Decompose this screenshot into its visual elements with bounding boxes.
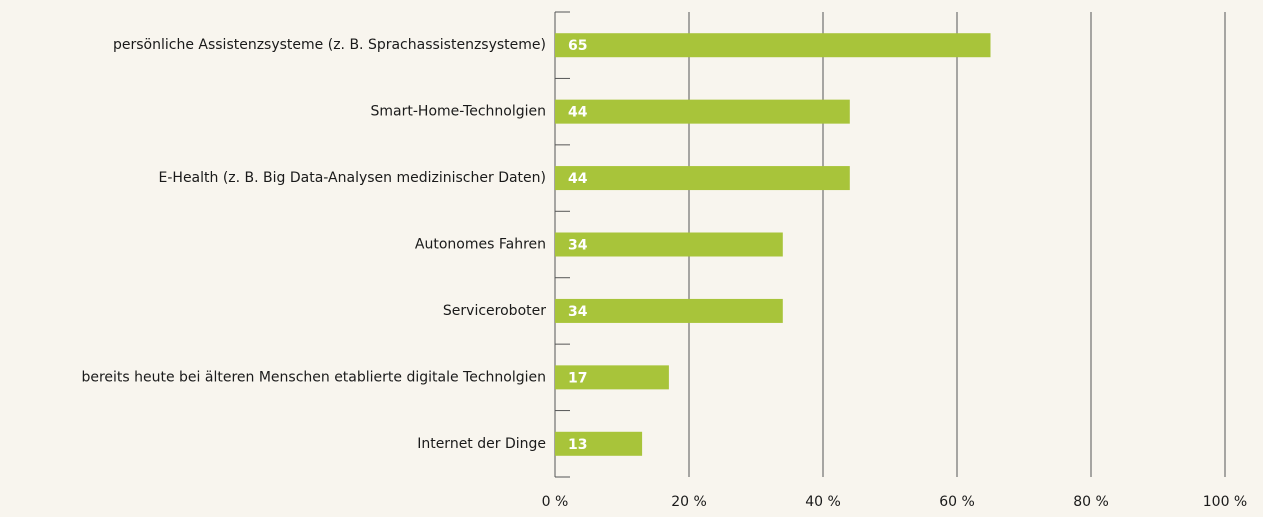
y-tick-label: Internet der Dinge: [417, 436, 546, 452]
y-tick-label: E-Health (z. B. Big Data-Analysen medizi…: [159, 170, 546, 186]
x-tick-label: 100 %: [1203, 494, 1247, 510]
x-tick-label: 20 %: [671, 494, 707, 510]
bar: [555, 298, 783, 323]
bar: [555, 99, 850, 124]
data-label: 44: [568, 105, 588, 121]
x-tick-label: 80 %: [1073, 494, 1109, 510]
y-tick-label: bereits heute bei älteren Menschen etabl…: [81, 369, 546, 385]
y-tick-label: Smart-Home-Technolgien: [371, 104, 546, 120]
data-label: 44: [568, 171, 588, 187]
y-tick-label: Autonomes Fahren: [415, 237, 546, 253]
y-tick-label: persönliche Assistenzsysteme (z. B. Spra…: [113, 37, 546, 53]
x-tick-label: 40 %: [805, 494, 841, 510]
data-label: 17: [568, 370, 587, 386]
data-label: 34: [568, 304, 588, 320]
bar: [555, 33, 991, 58]
x-tick-label: 0 %: [542, 494, 569, 510]
data-label: 65: [568, 38, 587, 54]
data-label: 13: [568, 437, 587, 453]
bar: [555, 232, 783, 257]
bar: [555, 166, 850, 191]
x-tick-label: 60 %: [939, 494, 975, 510]
y-tick-label: Serviceroboter: [443, 303, 546, 319]
bar: [555, 365, 669, 390]
data-label: 34: [568, 238, 588, 254]
bar: [555, 431, 643, 456]
